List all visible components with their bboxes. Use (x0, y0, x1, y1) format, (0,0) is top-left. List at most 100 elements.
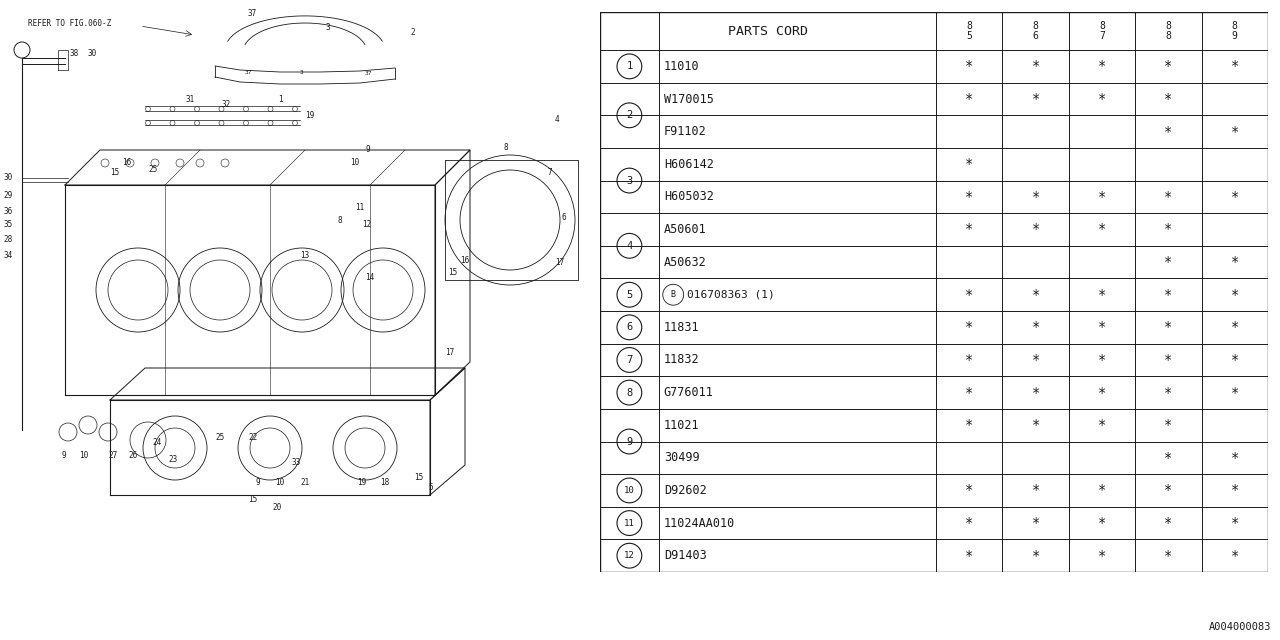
Text: 8: 8 (503, 143, 508, 152)
Text: 37: 37 (244, 70, 252, 75)
Text: PARTS CORD: PARTS CORD (728, 24, 808, 38)
Text: *: * (1032, 548, 1039, 563)
Text: 10: 10 (349, 158, 360, 167)
Text: 5: 5 (428, 483, 433, 492)
Text: *: * (1098, 288, 1106, 301)
Text: *: * (1098, 353, 1106, 367)
Text: 30499: 30499 (664, 451, 699, 465)
Text: *: * (1230, 321, 1239, 334)
Text: 9: 9 (626, 436, 632, 447)
Text: *: * (1230, 125, 1239, 139)
Text: 13: 13 (300, 251, 310, 260)
Text: *: * (1098, 385, 1106, 399)
Text: *: * (1098, 223, 1106, 237)
Text: A50632: A50632 (664, 255, 707, 269)
Text: 15: 15 (110, 168, 119, 177)
Text: *: * (1230, 483, 1239, 497)
Text: *: * (1165, 321, 1172, 334)
Text: 10: 10 (275, 478, 284, 487)
Text: 10: 10 (625, 486, 635, 495)
Text: *: * (965, 548, 973, 563)
Text: *: * (1032, 516, 1039, 530)
Text: 11021: 11021 (664, 419, 699, 432)
Text: 6: 6 (562, 213, 567, 222)
Text: A004000083: A004000083 (1208, 622, 1271, 632)
Text: *: * (1230, 385, 1239, 399)
Text: 2: 2 (410, 28, 415, 37)
Text: 9: 9 (256, 478, 261, 487)
Text: *: * (1230, 516, 1239, 530)
Text: *: * (1165, 190, 1172, 204)
Text: 7: 7 (548, 168, 553, 177)
Text: *: * (1230, 548, 1239, 563)
Text: 22: 22 (248, 433, 257, 442)
Text: *: * (1032, 60, 1039, 74)
Text: *: * (1165, 288, 1172, 301)
Text: 9: 9 (365, 145, 370, 154)
Text: 7: 7 (626, 355, 632, 365)
Text: 8: 8 (626, 388, 632, 397)
Text: 8
9: 8 9 (1231, 20, 1238, 42)
Text: *: * (1230, 190, 1239, 204)
Text: 6: 6 (626, 323, 632, 332)
Text: 1: 1 (626, 61, 632, 72)
Text: 11: 11 (355, 203, 365, 212)
Text: *: * (1098, 418, 1106, 432)
Text: 11831: 11831 (664, 321, 699, 334)
Text: 26: 26 (128, 451, 137, 460)
Text: 2: 2 (626, 110, 632, 120)
Text: *: * (965, 60, 973, 74)
Text: 34: 34 (3, 251, 13, 260)
Text: *: * (1165, 451, 1172, 465)
Text: 30: 30 (3, 173, 13, 182)
Text: 016708363 (1): 016708363 (1) (686, 290, 774, 300)
Text: *: * (1032, 190, 1039, 204)
Text: *: * (1165, 548, 1172, 563)
Text: G776011: G776011 (664, 386, 714, 399)
Text: 15: 15 (448, 268, 457, 277)
Text: *: * (1230, 451, 1239, 465)
Text: 19: 19 (357, 478, 366, 487)
Text: *: * (1032, 223, 1039, 237)
Text: 11: 11 (625, 518, 635, 527)
Text: 1: 1 (278, 95, 283, 104)
Text: *: * (1032, 418, 1039, 432)
Text: H605032: H605032 (664, 190, 714, 204)
Text: 37: 37 (365, 71, 372, 76)
Text: *: * (965, 92, 973, 106)
Text: 3: 3 (626, 175, 632, 186)
Text: *: * (1230, 60, 1239, 74)
Text: *: * (1032, 321, 1039, 334)
Text: *: * (965, 321, 973, 334)
Text: *: * (965, 190, 973, 204)
Text: 17: 17 (556, 258, 564, 267)
Text: *: * (965, 288, 973, 301)
Text: F91102: F91102 (664, 125, 707, 138)
Text: *: * (1165, 223, 1172, 237)
Text: 17: 17 (445, 348, 454, 357)
Text: REFER TO FIG.060-Z: REFER TO FIG.060-Z (28, 19, 111, 28)
Text: *: * (965, 353, 973, 367)
Text: *: * (1032, 288, 1039, 301)
Text: H606142: H606142 (664, 157, 714, 171)
Text: B: B (671, 290, 676, 300)
Text: 12: 12 (625, 551, 635, 560)
Text: *: * (1032, 385, 1039, 399)
Text: *: * (1098, 60, 1106, 74)
Text: 8
8: 8 8 (1166, 20, 1171, 42)
Text: *: * (1165, 60, 1172, 74)
Text: 29: 29 (3, 191, 13, 200)
Text: D91403: D91403 (664, 549, 707, 562)
Text: 14: 14 (365, 273, 374, 282)
Text: *: * (1032, 92, 1039, 106)
Text: A50601: A50601 (664, 223, 707, 236)
Text: 23: 23 (168, 455, 177, 464)
Text: 35: 35 (3, 220, 13, 229)
Text: 11024AA010: 11024AA010 (664, 516, 735, 529)
Text: 18: 18 (380, 478, 389, 487)
Text: *: * (1098, 483, 1106, 497)
Text: 5: 5 (626, 290, 632, 300)
Text: 10: 10 (79, 451, 88, 460)
Text: *: * (1098, 321, 1106, 334)
Text: *: * (1230, 288, 1239, 301)
